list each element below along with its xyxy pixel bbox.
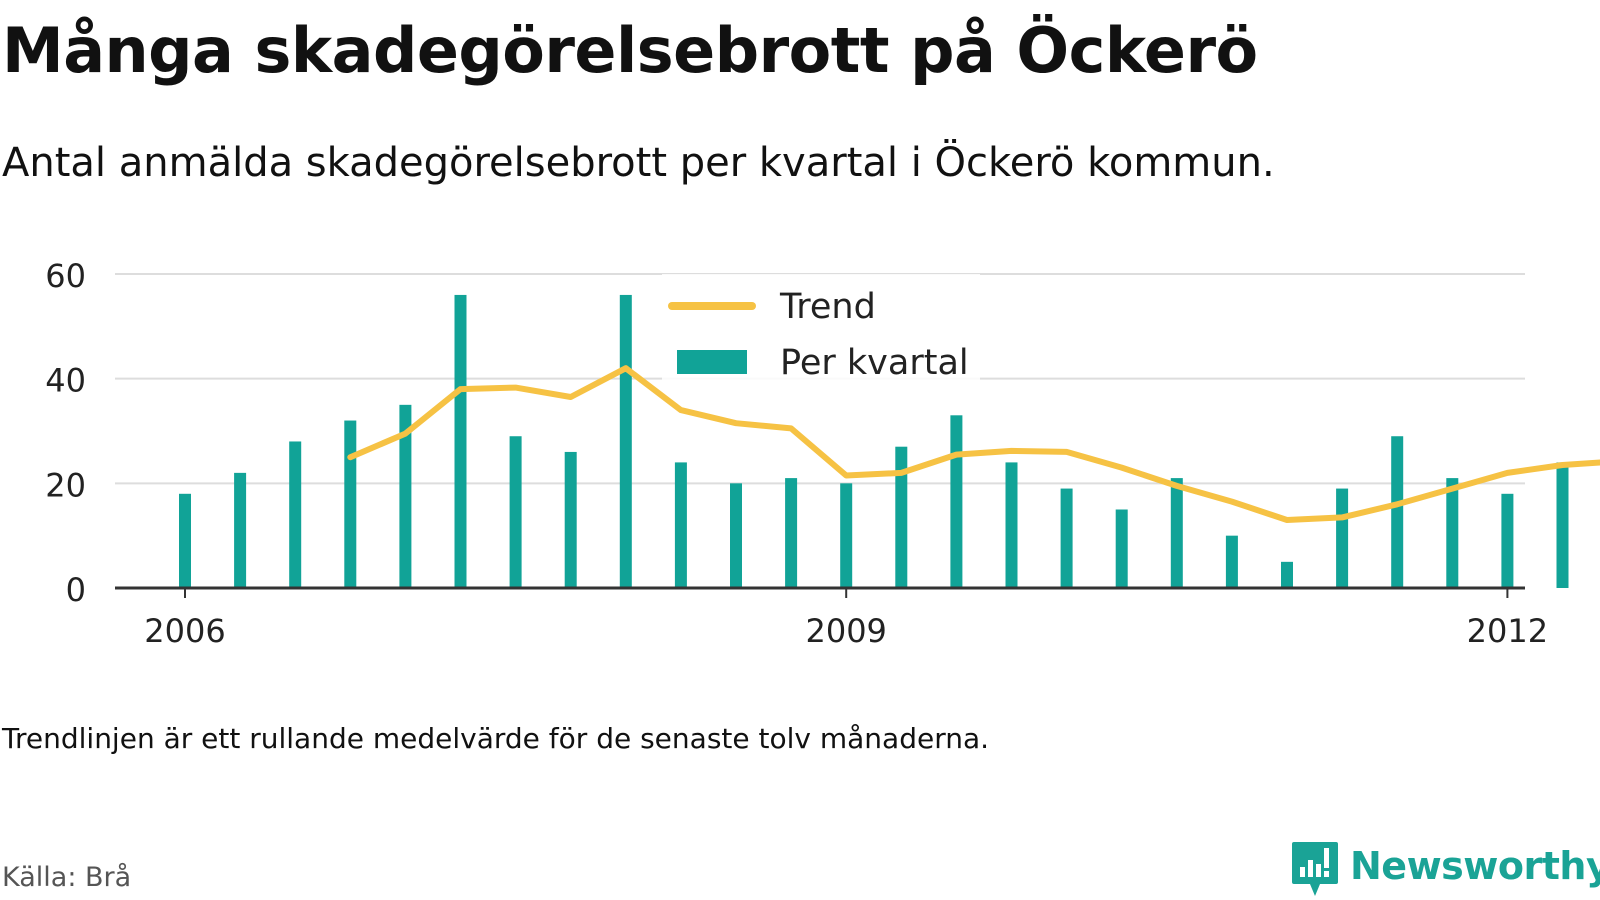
bar <box>289 441 302 588</box>
brand-logo: Newsworthy <box>1290 840 1600 900</box>
bar <box>564 451 577 588</box>
newsworthy-logo-icon <box>1292 842 1338 896</box>
legend-trend-label: Trend <box>779 287 876 327</box>
brand-name: Newsworthy <box>1350 844 1600 888</box>
bar <box>1501 493 1514 588</box>
y-tick-label: 40 <box>45 362 86 400</box>
bar <box>1115 509 1128 588</box>
trend-series <box>347 365 1600 523</box>
bar <box>950 415 963 588</box>
bar <box>674 462 687 588</box>
axes: 02040602006200920122015201820212023 <box>45 257 1548 650</box>
bar <box>785 478 798 588</box>
chart-area: 02040602006200920122015201820212023 Tren… <box>45 257 1600 650</box>
bar <box>1170 478 1183 588</box>
x-tick-label: 2012 <box>1467 612 1548 650</box>
y-tick-label: 0 <box>66 571 86 609</box>
bar <box>1336 488 1349 588</box>
x-tick-label: 2006 <box>144 612 225 650</box>
bar <box>509 436 522 588</box>
bar <box>399 404 412 588</box>
chart-subtitle: Antal anmälda skadegörelsebrott per kvar… <box>2 140 1275 186</box>
bar <box>1556 462 1569 588</box>
bar <box>840 483 853 588</box>
x-tick-label: 2009 <box>805 612 886 650</box>
bar <box>1005 462 1018 588</box>
source-credit: Källa: Brå <box>2 862 132 893</box>
bar <box>179 493 191 588</box>
trend-line <box>347 365 1600 523</box>
bar-series <box>179 294 1569 588</box>
legend-bars-label: Per kvartal <box>780 343 969 383</box>
bar <box>895 446 908 588</box>
bar <box>1060 488 1073 588</box>
bar <box>1446 478 1459 588</box>
legend: Trend Per kvartal <box>662 274 980 384</box>
bar <box>454 294 467 588</box>
bar <box>344 420 357 588</box>
y-tick-label: 20 <box>45 466 86 504</box>
legend-bars-swatch <box>677 350 747 374</box>
y-tick-label: 60 <box>45 257 86 295</box>
chart-title: Många skadegörelsebrott på Öckerö <box>2 14 1258 87</box>
bar <box>730 483 742 588</box>
footnote: Trendlinjen är ett rullande medelvärde f… <box>2 722 990 755</box>
bar <box>234 472 247 588</box>
bar <box>1281 561 1293 588</box>
bar <box>619 294 632 588</box>
bar <box>1225 535 1238 588</box>
bar <box>1391 436 1404 588</box>
